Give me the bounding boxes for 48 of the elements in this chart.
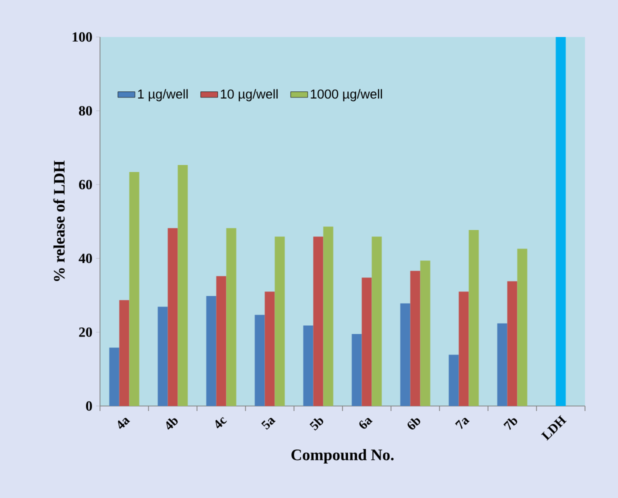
bar [226, 228, 236, 406]
bar [313, 236, 324, 406]
bar [372, 236, 382, 406]
bar [323, 226, 334, 406]
y-tick-label: 60 [79, 180, 92, 190]
bar [556, 36, 566, 406]
bar [254, 314, 265, 406]
x-axis-title: Compound No. [291, 449, 394, 464]
bar [458, 292, 469, 406]
bar [468, 230, 479, 406]
bar [507, 281, 518, 406]
x-tick-label: 6b [408, 418, 420, 430]
bar [109, 348, 120, 406]
bar [264, 292, 275, 406]
bar [168, 228, 178, 406]
x-tick-label: 4a [118, 418, 130, 429]
bar [517, 248, 528, 406]
bar [400, 303, 410, 406]
bar [129, 172, 140, 406]
legend-label: 1 µg/well [138, 89, 188, 102]
bar [410, 270, 420, 406]
y-tick-label: 40 [78, 254, 92, 264]
y-tick-label: 80 [79, 106, 92, 116]
bar [206, 296, 216, 406]
x-tick-label: 7a [455, 418, 470, 430]
y-tick-label: 100 [72, 32, 92, 42]
bar [158, 306, 168, 406]
y-tick-label: 0 [86, 401, 92, 411]
bar [119, 300, 130, 406]
legend-label: 10 µg/well [220, 89, 278, 102]
x-tick-label: 6a [359, 418, 373, 429]
y-axis-title: % release of LDH [53, 160, 65, 282]
bar [216, 276, 226, 406]
bar [178, 165, 188, 406]
x-tick-label: 4c [215, 417, 227, 428]
y-tick-label: 20 [79, 327, 92, 337]
x-tick-label: 7b [503, 418, 518, 430]
bar [497, 323, 508, 406]
x-tick-label: 5b [310, 418, 324, 430]
bar [303, 326, 314, 406]
bar [362, 278, 372, 406]
bar [448, 354, 459, 406]
bar [274, 236, 285, 406]
x-tick-label: 5a [261, 418, 276, 430]
x-tick-label: 4b [166, 418, 178, 430]
bar [420, 260, 430, 406]
bar [352, 334, 362, 406]
legend-label: 1000 µg/well [310, 89, 382, 102]
